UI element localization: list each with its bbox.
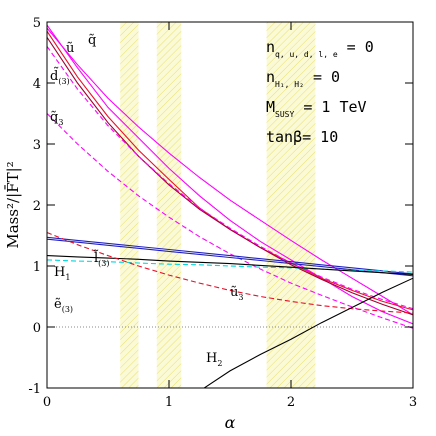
curve-label: ũ — [66, 41, 74, 56]
info-sub: q, u, d, l, e — [275, 50, 338, 59]
y-tick-label: 5 — [33, 16, 41, 31]
label-main: q̃ — [50, 110, 58, 125]
info-rest: = 0 — [338, 38, 374, 56]
info-line: nq, u, d, l, e = 0 — [266, 38, 374, 59]
info-line: tanβ= 10 — [266, 128, 338, 146]
y-tick-label: 0 — [33, 321, 41, 336]
label-main: q̃ — [88, 33, 96, 48]
series-line — [47, 231, 413, 314]
band-hatch — [120, 22, 139, 388]
info-sub: SUSY — [275, 110, 294, 119]
label-main: d̃ — [50, 67, 58, 84]
label-main: ũ — [66, 41, 74, 56]
curve-label: H1 — [54, 265, 70, 282]
label-sub: 2 — [217, 359, 222, 368]
info-line: nH₁, H₂ = 0 — [266, 68, 340, 89]
series-line — [47, 255, 413, 276]
x-tick-label: 2 — [287, 395, 295, 410]
label-sub: (3) — [62, 305, 73, 314]
info-line: MSUSY = 1 TeV — [266, 98, 367, 119]
y-axis-label: Mass²/|F̄T|² — [4, 161, 22, 248]
series-line — [47, 24, 413, 325]
label-sub: 1 — [65, 273, 70, 282]
curve-label: ẽ(3) — [54, 297, 73, 314]
info-main: tanβ — [266, 128, 302, 146]
x-axis-label: α — [225, 413, 236, 432]
label-main: ũ — [230, 285, 238, 300]
x-tick-label: 3 — [409, 395, 417, 410]
info-main: n — [266, 38, 275, 56]
curve-label: l̃(3) — [93, 249, 109, 268]
info-main: M — [266, 98, 275, 116]
curve-label: q̃ — [88, 33, 96, 48]
info-main: n — [266, 68, 275, 86]
band-hatch — [156, 22, 182, 388]
label-main: H — [54, 265, 65, 280]
series-line — [47, 36, 413, 316]
curve-label: d̃(3) — [50, 67, 70, 86]
info-rest: = 1 TeV — [294, 98, 366, 116]
info-sub: H₁, H₂ — [275, 80, 304, 89]
label-sub: 3 — [58, 118, 63, 127]
series-line — [47, 27, 413, 316]
plot-frame — [46, 21, 414, 389]
x-tick-label: 1 — [165, 395, 173, 410]
label-sub: (3) — [98, 259, 109, 268]
label-sub: (3) — [58, 77, 69, 86]
x-tick-label: 0 — [43, 395, 51, 410]
series-line — [47, 236, 413, 275]
label-main: l̃ — [93, 249, 98, 266]
y-tick-label: 4 — [33, 77, 41, 92]
series-line — [203, 277, 413, 388]
series-line — [47, 46, 413, 310]
info-rest: = 0 — [304, 68, 340, 86]
y-tick-label: 3 — [33, 138, 41, 153]
label-main: ẽ — [54, 297, 62, 312]
curve-label: H2 — [206, 351, 222, 368]
y-tick-label: 1 — [33, 260, 41, 275]
label-sub: 3 — [238, 293, 243, 302]
info-rest: = 10 — [302, 128, 338, 146]
curve-label: q̃3 — [50, 110, 63, 127]
series-line — [47, 259, 413, 273]
label-main: H — [206, 351, 217, 366]
y-tick-label: -1 — [28, 382, 41, 397]
curve-label: ũ3 — [230, 285, 243, 302]
y-tick-label: 2 — [33, 199, 41, 214]
series-line — [47, 238, 413, 277]
